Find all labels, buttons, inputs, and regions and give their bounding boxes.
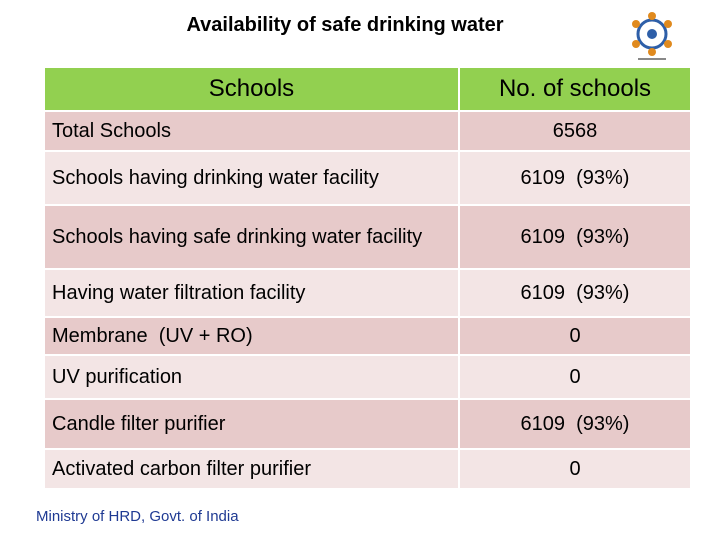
table-cell: Total Schools bbox=[45, 112, 460, 150]
table-cell: 6109 (93%) bbox=[460, 270, 690, 316]
table-row: Schools having safe drinking water facil… bbox=[45, 206, 690, 270]
table-row: Schools having drinking water facility 61… bbox=[45, 152, 690, 206]
table-cell: 0 bbox=[460, 318, 690, 354]
table-cell: 0 bbox=[460, 450, 690, 488]
header-cell: Schools bbox=[45, 68, 460, 110]
table-cell: Membrane (UV + RO) bbox=[45, 318, 460, 354]
table-cell: 6109 (93%) bbox=[460, 400, 690, 448]
logo bbox=[632, 12, 672, 60]
table-row: Schools No. of schools bbox=[45, 68, 690, 112]
slide-title: Availability of safe drinking water bbox=[186, 14, 504, 36]
table-row: Activated carbon filter purifier 0 bbox=[45, 450, 690, 490]
table-cell: UV purification bbox=[45, 356, 460, 398]
footer: Ministry of HRD, Govt. of India bbox=[36, 508, 239, 525]
table-cell: Activated carbon filter purifier bbox=[45, 450, 460, 488]
table-row: Membrane (UV + RO) 0 bbox=[45, 318, 690, 356]
table-cell: Schools having safe drinking water facil… bbox=[45, 206, 460, 268]
table-cell: 6109 (93%) bbox=[460, 152, 690, 204]
table-cell: Having water filtration facility bbox=[45, 270, 460, 316]
header-cell: No. of schools bbox=[460, 68, 690, 110]
table-row: Having water filtration facility 6109 (93… bbox=[45, 270, 690, 318]
table: Schools No. of schools Total Schools 6568 Sc… bbox=[45, 68, 690, 490]
table-row: UV purification 0 bbox=[45, 356, 690, 400]
table-row: Total Schools 6568 bbox=[45, 112, 690, 152]
table-cell: 6568 bbox=[460, 112, 690, 150]
table-cell: 6109 (93%) bbox=[460, 206, 690, 268]
table-row: Candle filter purifier 6109 (93%) bbox=[45, 400, 690, 450]
table-cell: Schools having drinking water facility bbox=[45, 152, 460, 204]
table-cell: 0 bbox=[460, 356, 690, 398]
table-cell: Candle filter purifier bbox=[45, 400, 460, 448]
